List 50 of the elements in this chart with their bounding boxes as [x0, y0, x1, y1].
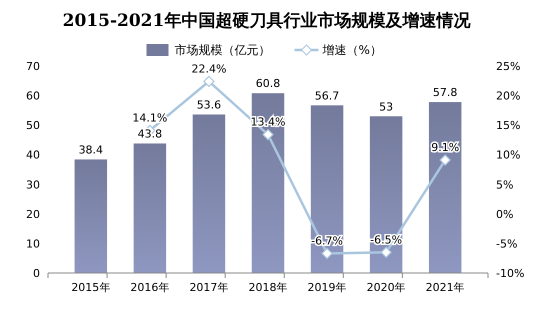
- y-tick-label: 60: [26, 90, 40, 103]
- y2-tick-label: -5%: [496, 237, 518, 250]
- data-label: 22.4%: [191, 62, 226, 76]
- y2-tick-label: 20%: [496, 90, 520, 103]
- data-label: 60.8: [256, 77, 280, 90]
- point: [262, 129, 274, 140]
- x-tick-label: 2017年: [189, 281, 228, 294]
- point: [440, 154, 451, 166]
- bar: [310, 105, 344, 273]
- y-tick-label: 30: [26, 178, 40, 192]
- bar: [252, 93, 284, 273]
- y-tick-label: 50: [26, 119, 40, 132]
- y2-tick-label: 10%: [496, 148, 520, 162]
- x-tick-label: 2016年: [130, 281, 170, 294]
- data-label: -6.7%: [311, 234, 344, 248]
- point: [380, 246, 392, 258]
- bar: [134, 143, 166, 273]
- x-tick-label: 2021年: [426, 281, 465, 294]
- data-label: 53.6: [196, 98, 222, 112]
- y2-tick-label: 0%: [496, 208, 514, 221]
- y-tick-label: 40: [26, 148, 40, 162]
- data-label: -6.5%: [370, 233, 402, 246]
- x-tick-label: 2018年: [248, 281, 288, 294]
- point: [203, 76, 215, 87]
- data-label: 56.7: [314, 89, 340, 102]
- y-tick-label: 0: [33, 267, 40, 280]
- y2-tick-label: 15%: [496, 119, 520, 132]
- y2-tick-label: 25%: [496, 60, 520, 73]
- x-tick-label: 2015年: [71, 281, 110, 294]
- y2-tick-label: -10%: [496, 267, 524, 280]
- data-label: 9.1%: [431, 141, 460, 154]
- point: [321, 248, 333, 260]
- data-label: 14.1%: [132, 111, 168, 124]
- bar: [428, 102, 462, 273]
- x-tick-label: 2020年: [366, 281, 406, 294]
- x-tick-label: 2019年: [308, 281, 347, 294]
- data-label: 57.8: [432, 86, 458, 100]
- y-tick-label: 70: [26, 60, 40, 73]
- bar: [74, 159, 108, 273]
- legend-label: 增速（%）: [322, 43, 382, 57]
- bar: [370, 116, 402, 273]
- y-tick-label: 20: [26, 208, 40, 221]
- data-label: 53: [379, 100, 394, 114]
- legend-label: 市场规模（亿元）: [174, 43, 270, 57]
- data-label: 43.8: [138, 127, 162, 140]
- y2-tick-label: 5%: [496, 178, 514, 192]
- bar: [192, 114, 226, 273]
- data-label: 38.4: [78, 143, 104, 156]
- y-tick-label: 10: [26, 237, 40, 250]
- chart-title: 2015-2021年中国超硬刀具行业市场规模及增速情况: [62, 11, 472, 31]
